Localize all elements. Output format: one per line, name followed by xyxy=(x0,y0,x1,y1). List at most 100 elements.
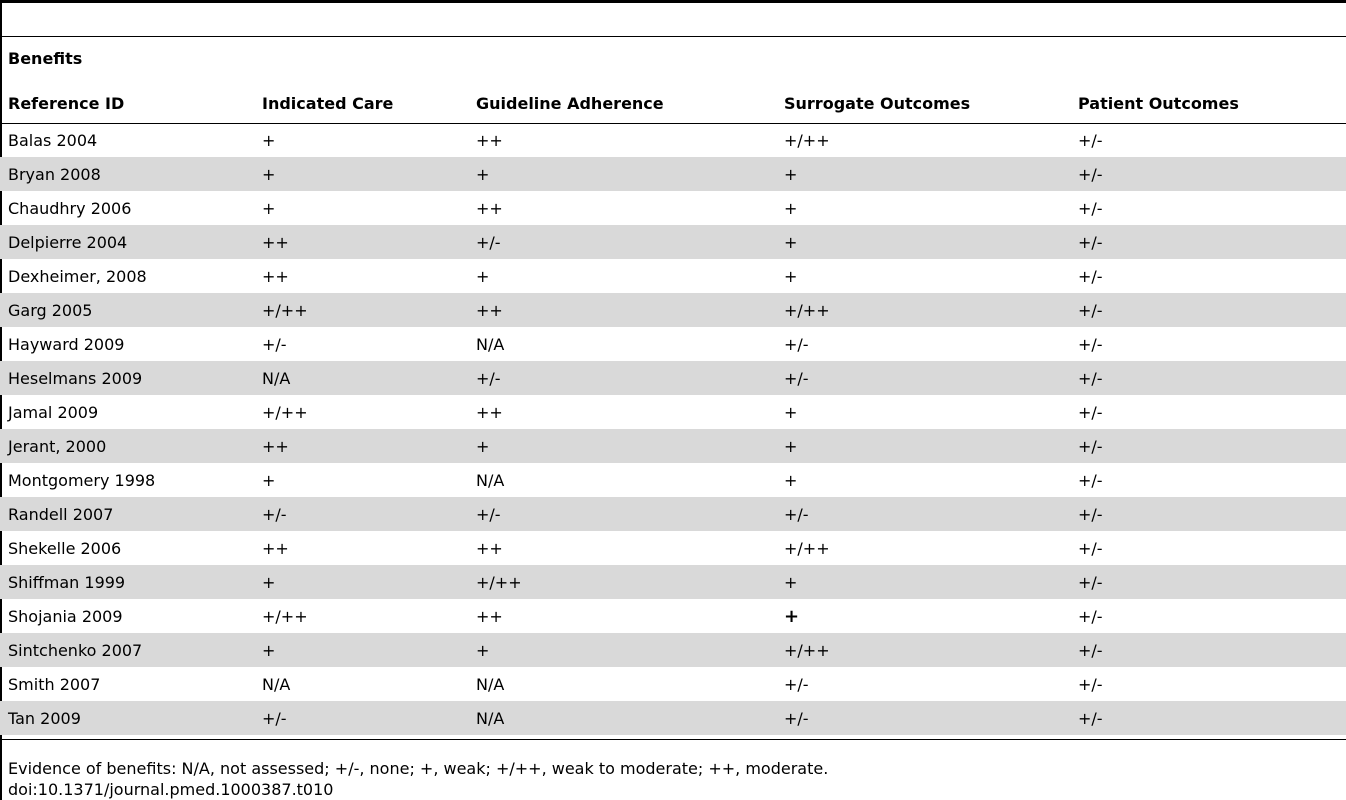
column-header-reference-id: Reference ID xyxy=(8,94,125,113)
rating-cell: +/- xyxy=(1078,402,1103,422)
rating-cell: + xyxy=(784,198,798,218)
rating-cell: + xyxy=(784,402,798,422)
rating-cell: +/- xyxy=(1078,130,1103,150)
rating-cell: + xyxy=(784,605,800,627)
column-header-guideline-adherence: Guideline Adherence xyxy=(476,94,664,113)
rating-cell: ++ xyxy=(476,130,503,150)
rating-cell: +/- xyxy=(1070,497,1346,531)
reference-id-cell: Dexheimer, 2008 xyxy=(8,266,147,286)
column-header-surrogate-outcomes: Surrogate Outcomes xyxy=(784,94,971,113)
table-row: Chaudhry 2006 + ++ + +/- xyxy=(0,191,1346,225)
rating-cell: + xyxy=(476,266,490,286)
rating-cell: ++ xyxy=(254,225,468,259)
rating-cell: ++ xyxy=(262,266,289,286)
rating-cell: +/++ xyxy=(784,130,830,150)
rating-cell: N/A xyxy=(254,361,468,395)
header-row: Reference ID Indicated Care Guideline Ad… xyxy=(0,84,1346,123)
rating-cell: +/- xyxy=(1070,701,1346,735)
section-label: Benefits xyxy=(8,49,83,68)
rating-cell: N/A xyxy=(476,334,505,354)
table-row: Dexheimer, 2008 ++ + + +/- xyxy=(0,259,1346,293)
header-rule xyxy=(0,123,1346,124)
rating-cell: + xyxy=(468,633,776,667)
reference-id-cell: Sintchenko 2007 xyxy=(0,633,254,667)
reference-id-cell: Jerant, 2000 xyxy=(0,429,254,463)
rating-cell: N/A xyxy=(476,674,505,694)
table-row: Delpierre 2004 ++ +/- + +/- xyxy=(0,225,1346,259)
rating-cell: +/- xyxy=(468,225,776,259)
rating-cell: +/- xyxy=(1078,470,1103,490)
table-row: Shekelle 2006 ++ ++ +/++ +/- xyxy=(0,531,1346,565)
rating-cell: +/- xyxy=(1070,361,1346,395)
rating-cell: + xyxy=(784,266,798,286)
rating-cell: + xyxy=(776,157,1070,191)
reference-id-cell: Randell 2007 xyxy=(0,497,254,531)
rating-cell: + xyxy=(776,429,1070,463)
table-row: Heselmans 2009 N/A +/- +/- +/- xyxy=(0,361,1346,395)
section-rule xyxy=(0,36,1346,37)
rating-cell: +/++ xyxy=(262,402,308,422)
rating-cell: ++ xyxy=(468,293,776,327)
table-row: Tan 2009 +/- N/A +/- +/- xyxy=(0,701,1346,735)
rating-cell: + xyxy=(254,157,468,191)
reference-id-cell: Chaudhry 2006 xyxy=(8,198,132,218)
rating-cell: +/- xyxy=(1078,538,1103,558)
table-row: Jerant, 2000 ++ + + +/- xyxy=(0,429,1346,463)
rating-cell: +/- xyxy=(1078,674,1103,694)
left-border xyxy=(0,0,2,800)
rating-cell: +/++ xyxy=(784,538,830,558)
table-row: Smith 2007 N/A N/A +/- +/- xyxy=(0,667,1346,701)
reference-id-cell: Delpierre 2004 xyxy=(0,225,254,259)
reference-id-cell: Shiffman 1999 xyxy=(0,565,254,599)
reference-id-cell: Heselmans 2009 xyxy=(0,361,254,395)
rating-cell: +/- xyxy=(776,701,1070,735)
benefits-table: Reference ID Indicated Care Guideline Ad… xyxy=(0,84,1346,735)
rating-cell: +/- xyxy=(254,497,468,531)
rating-cell: +/++ xyxy=(776,633,1070,667)
table-row: Hayward 2009 +/- N/A +/- +/- xyxy=(0,327,1346,361)
rating-cell: ++ xyxy=(476,402,503,422)
rating-cell: + xyxy=(784,470,798,490)
rating-cell: +/- xyxy=(468,497,776,531)
rating-cell: +/- xyxy=(468,361,776,395)
rating-cell: +/- xyxy=(1070,157,1346,191)
rating-cell: +/++ xyxy=(468,565,776,599)
table-row: Shiffman 1999 + +/++ + +/- xyxy=(0,565,1346,599)
reference-id-cell: Balas 2004 xyxy=(8,130,98,150)
rating-cell: +/- xyxy=(262,334,287,354)
rating-cell: +/- xyxy=(1070,293,1346,327)
rating-cell: + xyxy=(262,198,276,218)
reference-id-cell: Montgomery 1998 xyxy=(8,470,156,490)
top-rule xyxy=(0,0,1346,3)
rating-cell: +/- xyxy=(1078,606,1103,626)
rating-cell: ++ xyxy=(262,538,289,558)
rating-cell: + xyxy=(254,565,468,599)
rating-cell: +/- xyxy=(1070,429,1346,463)
rating-cell: +/- xyxy=(254,701,468,735)
rating-cell: +/++ xyxy=(254,293,468,327)
table-row: Garg 2005 +/++ ++ +/++ +/- xyxy=(0,293,1346,327)
table-body: Balas 2004 + ++ +/++ +/- Bryan 2008 + + + +/- Chau… xyxy=(0,123,1346,735)
rating-cell: + xyxy=(776,565,1070,599)
reference-id-cell: Smith 2007 xyxy=(8,674,101,694)
column-header-patient-outcomes: Patient Outcomes xyxy=(1078,94,1239,113)
column-header-indicated-care: Indicated Care xyxy=(262,94,394,113)
table-row: Montgomery 1998 + N/A + +/- xyxy=(0,463,1346,497)
table-row: Bryan 2008 + + + +/- xyxy=(0,157,1346,191)
bottom-rule xyxy=(0,739,1346,740)
rating-cell: +/- xyxy=(784,334,809,354)
reference-id-cell: Garg 2005 xyxy=(0,293,254,327)
rating-cell: + xyxy=(262,470,276,490)
footnote-text: Evidence of benefits: N/A, not assessed;… xyxy=(8,759,829,778)
rating-cell: +/- xyxy=(776,497,1070,531)
table-row: Randell 2007 +/- +/- +/- +/- xyxy=(0,497,1346,531)
rating-cell: ++ xyxy=(476,538,503,558)
rating-cell: + xyxy=(468,157,776,191)
rating-cell: + xyxy=(262,130,276,150)
rating-cell: +/- xyxy=(1070,225,1346,259)
rating-cell: N/A xyxy=(468,701,776,735)
reference-id-cell: Hayward 2009 xyxy=(8,334,125,354)
reference-id-cell: Tan 2009 xyxy=(0,701,254,735)
reference-id-cell: Shekelle 2006 xyxy=(8,538,122,558)
rating-cell: + xyxy=(776,225,1070,259)
